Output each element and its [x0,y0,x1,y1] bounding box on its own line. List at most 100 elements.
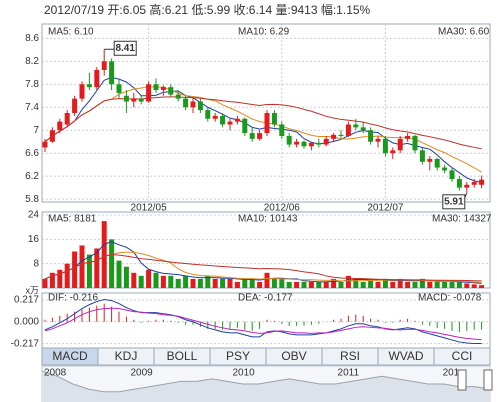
volume-bar [257,281,263,288]
volume-bar [382,278,388,288]
candle-body [242,118,248,134]
volume-ma-line [44,254,482,282]
volume-bar [197,278,203,288]
volume-bar [331,278,337,288]
candle-body [308,142,314,147]
volume-bar [456,281,462,288]
overview-line [41,370,491,393]
candle-body [257,133,263,139]
volume-bar [175,278,181,288]
candle-body [101,61,107,70]
tab-label[interactable]: BOLL [167,349,198,363]
tab-label[interactable]: WVAD [388,349,423,363]
candle-body [123,95,129,102]
candle-body [442,167,448,171]
ma-line [44,96,482,150]
tab-label[interactable]: CCI [452,349,473,363]
candle-body [49,130,55,142]
y-tick-label: 0.217 [14,295,39,306]
dif-line [44,299,482,345]
volume-bar [464,283,470,288]
candle-body [434,158,440,168]
candle-body [249,133,255,139]
candle-body [375,138,381,142]
volume-bar [220,278,226,288]
volume-bar [101,221,107,288]
candle-body [57,121,63,131]
volume-bar [57,269,63,288]
candle-body [294,141,300,145]
candle-body [264,113,270,134]
volume-bar [442,281,448,288]
candle-body [109,61,115,85]
candle-body [190,101,196,108]
volume-bar [49,272,55,288]
volume-bar [323,281,329,288]
volume-bar [116,260,122,288]
volume-bar [271,278,277,288]
y-tick-label: 8 [33,258,39,269]
volume-bar [471,284,477,288]
candle-body [183,98,189,108]
tab-label[interactable]: PSY [226,349,250,363]
ma-label: MA10: 10143 [238,214,298,225]
candle-body [427,158,433,162]
tab-label[interactable]: RSI [340,349,360,363]
tab-label[interactable]: KDJ [115,349,138,363]
volume-bar [64,263,70,288]
candle-body [234,118,240,122]
candle-body [464,184,470,188]
volume-bar [123,266,129,288]
tab-label[interactable]: MACD [52,349,88,363]
volume-bar [279,278,285,288]
volume-bar [419,278,425,288]
candle-body [368,130,374,142]
candle-body [471,181,477,185]
candle-body [197,101,203,111]
candle-body [153,84,159,91]
volume-bar [205,275,211,288]
tab[interactable] [433,347,491,366]
y-tick-label: 8.6 [25,33,39,44]
candle-body [456,179,462,188]
candle-body [72,98,78,113]
y-tick-label: -0.217 [11,338,40,349]
volume-bar [479,285,485,288]
candle-body [449,170,455,180]
volume-bar [227,278,233,288]
volume-bar [79,245,85,288]
candle-body [42,141,48,148]
candle-body [286,135,292,145]
ma-label: MA5: 6.10 [48,27,94,38]
candle-body [397,138,403,151]
y-tick-label: 0.000 [14,316,39,327]
volume-bar [86,254,92,288]
volume-bar [242,278,248,288]
candle-body [160,87,166,91]
tab-label[interactable]: OBV [281,349,306,363]
candle-body [479,179,485,185]
candle-body [175,94,181,99]
macd-label: MACD: -0.078 [418,293,482,304]
volume-bar [286,281,292,288]
y-tick-label: 6.6 [25,148,39,159]
volume-bar [390,281,396,288]
ma-label: MA10: 6.29 [238,27,290,38]
candle-body [279,124,285,136]
x-tick-label: 2012/07 [367,203,404,214]
candle-body [86,84,92,88]
candle-body [131,98,137,102]
volume-bar [94,248,100,288]
y-tick-label: 6.2 [25,171,39,182]
volume-bar [360,281,366,288]
candle-body [316,142,322,145]
volume-bar [72,251,78,288]
overview-handle[interactable] [457,369,467,391]
annotation-box [113,40,137,56]
macd-label: DEA: -0.177 [238,293,293,304]
candle-body [405,135,411,139]
overview-handle[interactable] [483,369,493,391]
overview-area [42,371,490,402]
volume-bar [449,281,455,288]
